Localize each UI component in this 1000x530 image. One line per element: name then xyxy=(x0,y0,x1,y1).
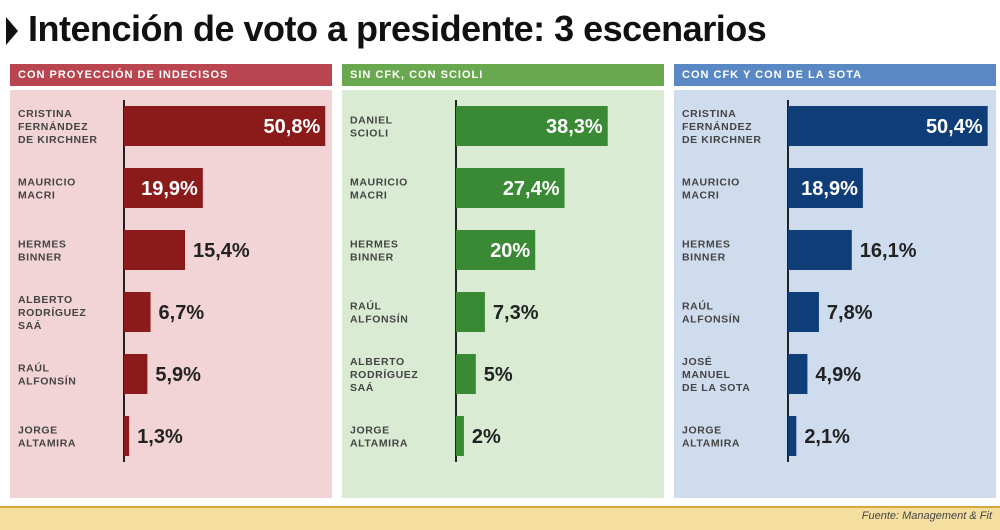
bar xyxy=(788,168,863,208)
category-label: RODRÍGUEZ xyxy=(350,368,418,381)
category-label: FERNÁNDEZ xyxy=(682,120,752,133)
category-label: HERMES xyxy=(682,239,731,251)
bar-value-label: 7,3% xyxy=(493,302,539,324)
bar xyxy=(456,354,476,394)
bar xyxy=(124,230,186,270)
bar-value-label: 2% xyxy=(472,426,501,448)
category-label: ALTAMIRA xyxy=(350,438,408,450)
bar xyxy=(788,416,797,456)
bar xyxy=(788,106,988,146)
panel-header-1: CON PROYECCIÓN DE INDECISOS xyxy=(10,64,332,86)
bar-value-label: 18,9% xyxy=(801,178,858,200)
category-label: RODRÍGUEZ xyxy=(18,306,86,319)
panel-body-3: 50,4% CRISTINA FERNÁNDEZ DE KIRCHNER 18,9% MA… xyxy=(674,90,996,498)
panel-body-2: 38,3% DANIEL SCIOLI 27,4% MAURICIO MACRI 20% HE… xyxy=(342,90,664,498)
category-label: RAÚL xyxy=(682,300,714,313)
bar xyxy=(788,292,819,332)
chart-panel-2: SIN CFK, CON SCIOLI 38,3% DANIEL SCIOLI 27,… xyxy=(342,64,664,498)
category-label: JORGE xyxy=(682,425,722,437)
category-label: SAÁ xyxy=(350,381,374,394)
bar-value-label: 7,8% xyxy=(827,302,873,324)
source-strip xyxy=(0,506,1000,530)
bar-value-label: 50,8% xyxy=(264,116,321,138)
category-label: DE KIRCHNER xyxy=(18,134,98,146)
category-label: MACRI xyxy=(682,190,719,202)
bar-value-label: 50,4% xyxy=(926,116,983,138)
category-label: MAURICIO xyxy=(350,177,408,189)
category-label: MANUEL xyxy=(682,369,731,381)
bar xyxy=(124,168,203,208)
category-label: BINNER xyxy=(682,252,726,264)
bar-value-label: 20% xyxy=(490,240,530,262)
bar-value-label: 4,9% xyxy=(815,364,861,386)
category-label: MAURICIO xyxy=(18,177,76,189)
category-label: FERNÁNDEZ xyxy=(18,120,88,133)
bar-value-label: 38,3% xyxy=(546,116,603,138)
category-label: ALFONSÍN xyxy=(350,313,408,326)
bar xyxy=(456,106,608,146)
bar xyxy=(456,168,565,208)
category-label: MAURICIO xyxy=(682,177,740,189)
bar xyxy=(788,230,852,270)
bar xyxy=(124,354,148,394)
category-label: CRISTINA xyxy=(18,108,72,120)
bar xyxy=(788,354,808,394)
bar-value-label: 1,3% xyxy=(137,426,183,448)
category-label: RAÚL xyxy=(350,300,382,313)
chart-panel-3: CON CFK Y CON DE LA SOTA 50,4% CRISTINA FE… xyxy=(674,64,996,498)
category-label: ALTAMIRA xyxy=(682,438,740,450)
category-label: HERMES xyxy=(350,239,399,251)
panel-header-3: CON CFK Y CON DE LA SOTA xyxy=(674,64,996,86)
bar-value-label: 27,4% xyxy=(503,178,560,200)
bar xyxy=(124,292,151,332)
category-label: DE LA SOTA xyxy=(682,382,750,394)
category-label: ALFONSÍN xyxy=(18,375,76,388)
category-label: ALFONSÍN xyxy=(682,313,740,326)
category-label: BINNER xyxy=(350,252,394,264)
bar-value-label: 16,1% xyxy=(860,240,917,262)
bar-value-label: 5% xyxy=(484,364,513,386)
bar xyxy=(124,106,326,146)
bar-value-label: 19,9% xyxy=(141,178,198,200)
category-label: SAÁ xyxy=(18,319,42,332)
bar-value-label: 15,4% xyxy=(193,240,250,262)
category-label: ALTAMIRA xyxy=(18,438,76,450)
category-label: JORGE xyxy=(350,425,390,437)
bar-value-label: 2,1% xyxy=(804,426,850,448)
panel-body-1: 50,8% CRISTINA FERNÁNDEZ DE KIRCHNER 19,9% MA… xyxy=(10,90,332,498)
source-credit: Fuente: Management & Fit xyxy=(861,510,992,522)
category-label: CRISTINA xyxy=(682,108,736,120)
bar-value-label: 6,7% xyxy=(159,302,205,324)
bar xyxy=(124,416,130,456)
category-label: MACRI xyxy=(350,190,387,202)
category-label: DANIEL xyxy=(350,115,393,127)
title-triangle-icon xyxy=(6,17,18,45)
category-label: ALBERTO xyxy=(350,356,405,368)
title-text: Intención de voto a presidente: 3 escena… xyxy=(28,8,767,49)
bar xyxy=(456,416,464,456)
category-label: BINNER xyxy=(18,252,62,264)
panel-header-2: SIN CFK, CON SCIOLI xyxy=(342,64,664,86)
category-label: DE KIRCHNER xyxy=(682,134,762,146)
bar-value-label: 5,9% xyxy=(155,364,201,386)
category-label: MACRI xyxy=(18,190,55,202)
category-label: HERMES xyxy=(18,239,67,251)
category-label: SCIOLI xyxy=(350,128,389,140)
page-title: Intención de voto a presidente: 3 escena… xyxy=(6,4,767,54)
category-label: ALBERTO xyxy=(18,294,73,306)
category-label: RAÚL xyxy=(18,362,50,375)
category-label: JOSÉ xyxy=(682,355,712,368)
bar xyxy=(456,292,485,332)
bar xyxy=(456,230,536,270)
chart-panel-1: CON PROYECCIÓN DE INDECISOS 50,8% CRISTIN… xyxy=(10,64,332,498)
category-label: JORGE xyxy=(18,425,58,437)
